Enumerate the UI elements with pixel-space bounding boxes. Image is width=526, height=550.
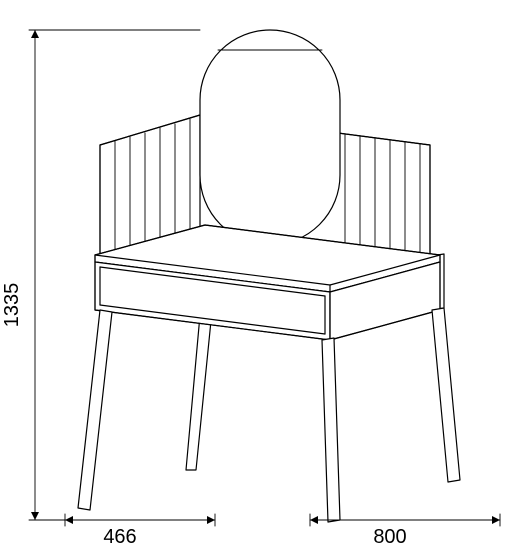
dim-height: 1335 — [1, 283, 23, 328]
dim-depth: 466 — [103, 526, 136, 548]
dim-width: 800 — [373, 526, 406, 548]
furniture — [78, 30, 460, 522]
technical-drawing: 1335 466 800 — [0, 0, 526, 550]
